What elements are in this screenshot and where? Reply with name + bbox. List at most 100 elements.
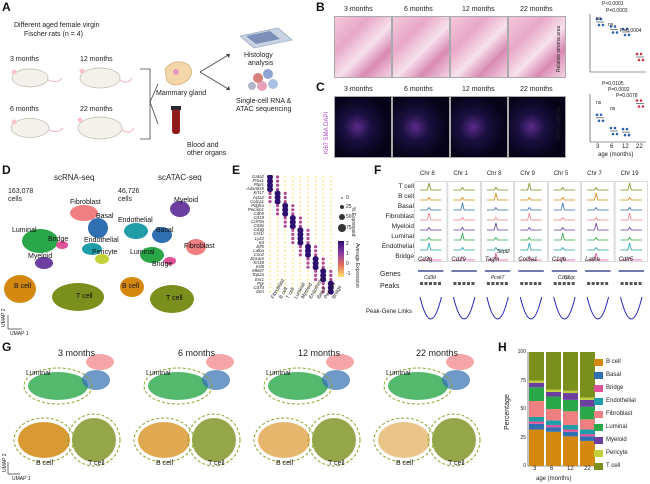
size-legend-value: 50 [346, 214, 352, 220]
g-label-luminal: Luminal [266, 370, 291, 377]
dotplot-dot [284, 233, 287, 236]
umap-cluster-bcell [378, 422, 430, 458]
peak-gene-link [486, 296, 509, 320]
cluster-outline [23, 367, 93, 405]
dotplot-dot [269, 282, 271, 285]
track-frame [614, 181, 648, 262]
dotplot-dot [299, 200, 302, 203]
dotplot-dot [314, 229, 317, 232]
legend-label: Basal [606, 372, 622, 378]
cluster-label: T cell [166, 295, 183, 302]
umap-cluster-luminal [268, 372, 328, 400]
dotplot-dot [314, 200, 317, 203]
ki67-title: 6 months [404, 86, 433, 93]
ki67-point [637, 105, 641, 108]
dotplot-dot [269, 254, 271, 256]
dotplot-dot [291, 204, 295, 208]
dotplot-dot [329, 221, 332, 223]
dotplot-dot [329, 217, 332, 219]
dotplot-dot [298, 253, 302, 257]
g-label-tcell: T cell [88, 460, 105, 467]
ki67-point [635, 99, 639, 102]
dotplot-dot [312, 260, 319, 267]
track-label: B cell [398, 193, 414, 200]
gene-label: Csn2 [253, 251, 264, 257]
track-label: T cell [398, 183, 414, 190]
coverage-peak [453, 256, 475, 261]
cluster-label: Endothelial [84, 237, 119, 244]
peak-gene-link [586, 296, 610, 320]
row-label-genes: Genes [380, 271, 401, 278]
gene-label: Cd3g [253, 227, 265, 233]
umap-cluster-luminal [388, 372, 448, 400]
color-legend-value: 1 [346, 251, 349, 257]
gene-label: Cd74 [253, 284, 265, 290]
dotplot-dot [322, 196, 325, 199]
g-title: 6 months [178, 348, 216, 358]
dotplot-dot [314, 196, 317, 199]
dotplot-dot [329, 225, 332, 228]
dotplot-dot [269, 245, 271, 248]
cluster-label: Fibroblast [184, 243, 215, 250]
peak-gene-link [452, 296, 476, 320]
dotplot-dot [314, 286, 317, 289]
peak-box [429, 282, 432, 285]
legend-swatch [594, 359, 603, 366]
dotplot-dot [274, 198, 281, 205]
coverage-peak [420, 182, 442, 191]
dotplot-dot [276, 212, 280, 216]
stacked-bar-chart [527, 352, 598, 467]
dotplot-dot [298, 216, 302, 220]
dotplot-dot [322, 208, 325, 211]
dotplot-dot [307, 282, 309, 285]
gene-label: Top2a [251, 272, 264, 278]
g-label-bcell: B cell [156, 460, 174, 467]
dotplot-dot [291, 192, 294, 195]
dotplot-dot [322, 176, 325, 178]
coverage-peak [520, 212, 542, 221]
peak-box [495, 282, 499, 285]
cluster-label: Myeloid [28, 253, 53, 260]
panel-a: Different aged female virgin Fischer rat… [0, 14, 310, 159]
dotplot-dot [276, 233, 279, 236]
stroma-point [637, 58, 641, 62]
dotplot-dot [329, 241, 332, 244]
dotplot-dot [289, 215, 296, 221]
panel-h: Percentage age (months) 0 25 50 75 100 3 6 12 2… [498, 340, 650, 484]
legend-label: Endothelial [606, 398, 636, 404]
cluster-label: Myeloid [174, 197, 199, 204]
dotplot-dot [305, 251, 311, 258]
coverage-peak [587, 252, 609, 261]
ki67-point [641, 105, 645, 108]
dotplot-dot [284, 258, 287, 260]
dotplot-dot [282, 210, 289, 217]
panel-f: Chr 8 Chr 1 Chr 8 Chr 9 Chr 5 Chr 7 Chr 19 T c… [366, 163, 650, 338]
dotplot-dot [329, 204, 332, 207]
dotplot-dot [284, 282, 287, 285]
ki67-point [639, 99, 643, 102]
gene-label: Gata2 [252, 174, 264, 179]
umap-cluster-basal [82, 370, 110, 390]
stroma-point [601, 23, 605, 27]
sig-label: ns [596, 16, 602, 22]
dotplot-dot [329, 184, 332, 187]
peak-box [596, 282, 600, 285]
gene-label: Adamts5 [246, 186, 264, 192]
ki67-xtick: 12 [622, 144, 629, 150]
dotplot-dot [299, 286, 302, 289]
dotplot-dot [299, 196, 302, 199]
g-label-tcell: T cell [208, 460, 225, 467]
ki67-xtick: 6 [610, 144, 614, 150]
stacked-bar-segment [546, 389, 561, 392]
coverage-peak [587, 216, 609, 221]
dotplot-dot [329, 196, 332, 199]
cluster-outline [253, 417, 315, 463]
cluster-label: Luminal [12, 227, 37, 234]
dotplot-dot [291, 278, 294, 281]
legend-swatch [594, 372, 603, 379]
gene-name: Cdh5 [618, 257, 633, 263]
output-label: Single-cell RNA & [236, 98, 292, 105]
dotplot-dot [306, 265, 310, 269]
peak-box [638, 282, 642, 285]
dotplot-dot [320, 268, 327, 275]
